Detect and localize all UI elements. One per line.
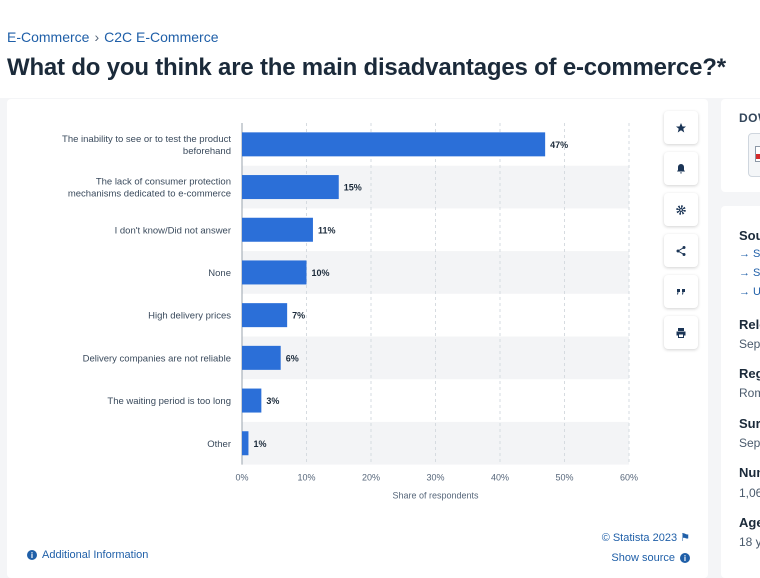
data-label: 7% xyxy=(292,311,305,321)
bar xyxy=(242,431,249,456)
data-label: 6% xyxy=(286,353,299,363)
share-icon xyxy=(676,245,686,256)
bar xyxy=(242,260,307,285)
bar xyxy=(242,217,313,242)
notification-button[interactable] xyxy=(664,152,698,185)
share-button[interactable] xyxy=(664,234,698,267)
category-label: Delivery companies are not reliable xyxy=(83,353,231,364)
flag-icon: ⚑ xyxy=(680,532,690,544)
bar-chart: 0% 10% 20% 30% 40% 50% 60% 47% The inability to … xyxy=(62,123,638,501)
x-tick-label: 60% xyxy=(620,473,638,483)
respondents-value: 1,06 xyxy=(739,486,760,500)
x-tick-label: 20% xyxy=(362,473,380,483)
quote-icon xyxy=(677,288,685,294)
details-panel: Source → S → S → U Release date Sep Regi… xyxy=(721,206,760,578)
info-icon: i xyxy=(27,550,37,560)
page-header: E-Commerce › C2C E-Commerce What do you th… xyxy=(0,0,760,98)
data-label: 1% xyxy=(253,439,266,449)
category-label: The lack of consumer protection xyxy=(96,177,231,188)
category-label: The waiting period is too long xyxy=(107,396,231,407)
bar xyxy=(242,175,339,200)
release-date-value: Sep xyxy=(739,337,760,351)
x-axis-title: Share of respondents xyxy=(392,491,479,501)
breadcrumb: E-Commerce › C2C E-Commerce xyxy=(7,29,219,45)
download-pdf-button[interactable] xyxy=(748,133,760,177)
breadcrumb-separator: › xyxy=(94,29,100,45)
category-label: mechanisms dedicated to e-commerce xyxy=(68,189,231,200)
bar xyxy=(242,345,281,370)
favorite-button[interactable] xyxy=(664,111,698,144)
print-icon xyxy=(676,327,686,338)
data-label: 3% xyxy=(266,396,279,406)
x-tick-label: 10% xyxy=(297,473,315,483)
source-heading: Source xyxy=(739,228,760,243)
show-source-link[interactable]: Show source i xyxy=(611,552,690,564)
bar xyxy=(242,132,546,157)
x-tick-label: 30% xyxy=(426,473,444,483)
region-heading: Region xyxy=(739,366,760,381)
source-link-3[interactable]: → U xyxy=(739,286,760,298)
category-label: Other xyxy=(207,439,231,450)
category-label: High delivery prices xyxy=(148,311,231,322)
breadcrumb-c2c-ecommerce[interactable]: C2C E-Commerce xyxy=(104,29,219,45)
source-link-2[interactable]: → S xyxy=(739,267,760,279)
x-tick-label: 50% xyxy=(555,473,573,483)
download-panel: DOWNLOAD xyxy=(721,99,760,192)
x-tick-label: 40% xyxy=(491,473,509,483)
x-tick-label: 0% xyxy=(235,473,248,483)
cite-button[interactable] xyxy=(664,275,698,308)
show-source-label: Show source xyxy=(611,552,675,564)
credit-text: © Statista 2023 xyxy=(601,532,678,544)
chart-toolbar xyxy=(664,111,698,357)
bell-icon xyxy=(677,163,685,173)
source-link-1[interactable]: → S xyxy=(739,248,760,260)
survey-period-value: Sep xyxy=(739,436,760,450)
category-label: The inability to see or to test the prod… xyxy=(62,134,231,145)
settings-button[interactable] xyxy=(664,193,698,226)
gear-icon xyxy=(676,204,686,215)
age-group-heading: Age group xyxy=(739,515,760,530)
data-label: 11% xyxy=(318,225,336,235)
print-button[interactable] xyxy=(664,316,698,349)
category-label: beforehand xyxy=(183,146,231,157)
info-icon: i xyxy=(680,553,690,563)
data-label: 47% xyxy=(550,140,568,150)
data-label: 15% xyxy=(344,183,362,193)
bar xyxy=(242,303,288,328)
pdf-icon xyxy=(755,146,760,162)
category-label: I don't know/Did not answer xyxy=(115,225,231,236)
survey-period-heading: Survey time period xyxy=(739,416,760,431)
page-title: What do you think are the main disadvant… xyxy=(7,54,726,81)
data-label: 10% xyxy=(312,268,330,278)
chart-card: 0% 10% 20% 30% 40% 50% 60% 47% The inability to … xyxy=(7,99,708,578)
region-value: Romania xyxy=(739,386,760,400)
additional-information-link[interactable]: i Additional Information xyxy=(27,549,148,561)
breadcrumb-ecommerce[interactable]: E-Commerce xyxy=(7,29,90,45)
download-label: DOWNLOAD xyxy=(739,111,760,125)
release-date-heading: Release date xyxy=(739,317,760,332)
age-group-value: 18 y xyxy=(739,535,760,549)
bar xyxy=(242,388,262,413)
additional-information-label: Additional Information xyxy=(42,549,149,561)
respondents-heading: Number of respondents xyxy=(739,465,760,480)
category-label: None xyxy=(208,268,231,279)
star-icon xyxy=(676,122,686,132)
statista-credit[interactable]: © Statista 2023 ⚑ xyxy=(602,531,690,544)
